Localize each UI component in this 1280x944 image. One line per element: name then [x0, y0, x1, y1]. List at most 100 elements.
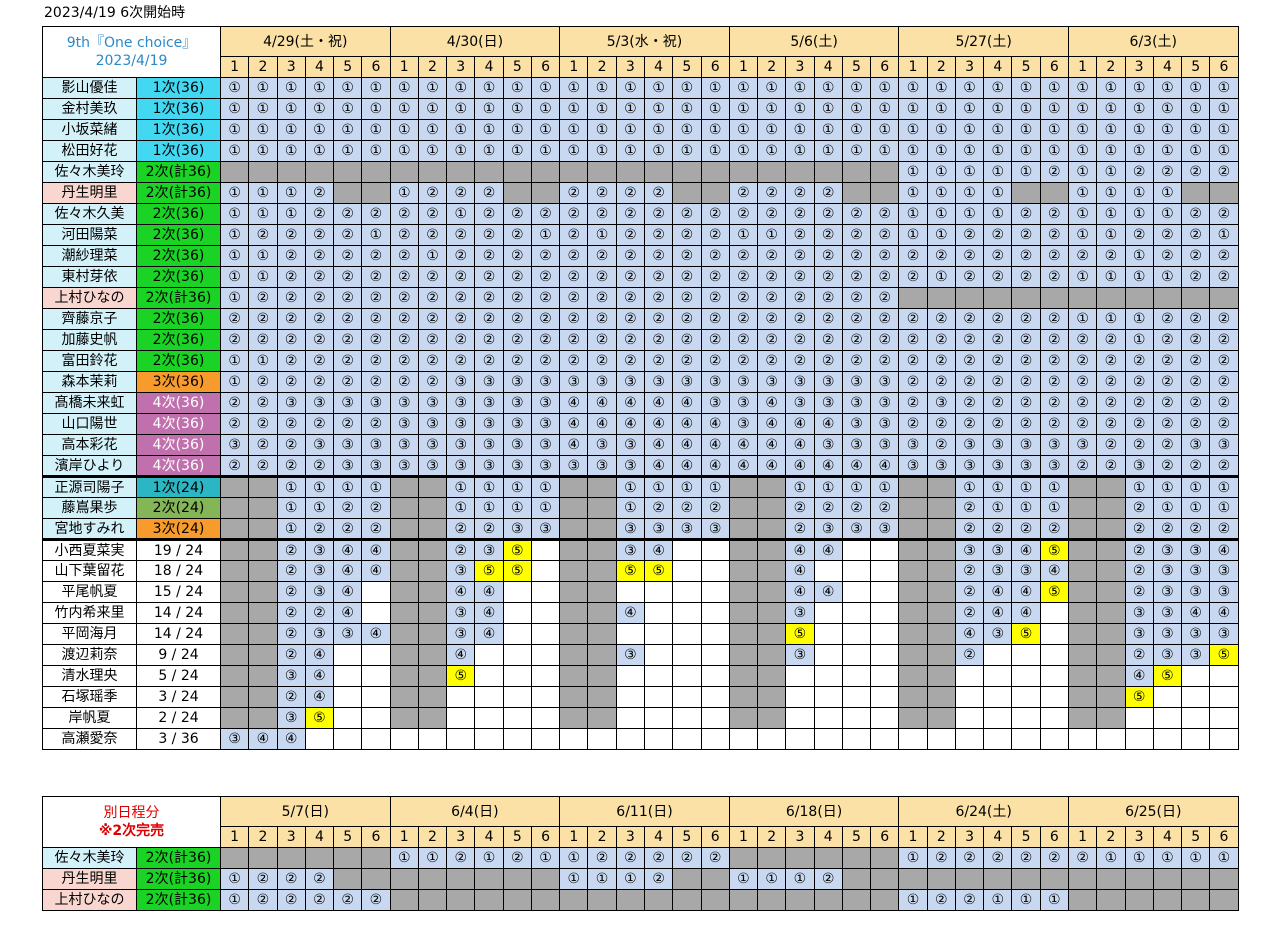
slot-cell: ② — [333, 203, 363, 225]
slot-cell — [643, 728, 674, 750]
slot-cell: ③ — [926, 392, 956, 414]
slot-number: 3 — [785, 826, 815, 848]
slot-cell: ① — [1124, 77, 1154, 99]
slot-cell: ③ — [870, 413, 900, 435]
slot-cell: ① — [841, 98, 872, 120]
slot-cell: ③ — [474, 392, 504, 414]
slot-cell — [615, 889, 645, 911]
slot-cell: ② — [841, 350, 872, 372]
slot-cell: ① — [248, 77, 278, 99]
slot-cell: ① — [474, 77, 504, 99]
slot-cell — [530, 581, 561, 603]
slot-cell: ② — [1181, 329, 1211, 351]
slot-cell: ② — [785, 182, 815, 204]
slot-cell: ② — [361, 371, 391, 393]
slot-cell — [841, 728, 872, 750]
slot-cell — [672, 581, 702, 603]
slot-cell: ④ — [559, 434, 589, 456]
slot-cell: ① — [1096, 140, 1126, 162]
slot-cell: ③ — [446, 371, 476, 393]
slot-cell — [1067, 475, 1098, 498]
slot-cell — [870, 686, 900, 708]
slot-cell — [757, 560, 787, 582]
slot-cell: ③ — [615, 538, 645, 561]
slot-number: 1 — [898, 826, 928, 848]
slot-cell: ② — [1067, 413, 1098, 435]
slot-cell — [361, 182, 391, 204]
slot-cell — [1011, 868, 1041, 890]
slot-number: 4 — [474, 56, 504, 78]
slot-cell: ② — [672, 287, 702, 309]
slot-cell: ① — [361, 77, 391, 99]
slot-cell: ④ — [785, 560, 815, 582]
slot-cell: ③ — [1181, 560, 1211, 582]
slot-cell: ① — [417, 140, 448, 162]
slot-number: 4 — [643, 826, 674, 848]
slot-cell: ② — [248, 287, 278, 309]
slot-cell — [1067, 581, 1098, 603]
slot-cell: ① — [898, 889, 928, 911]
slot-cell: ① — [248, 203, 278, 225]
slot-cell — [1067, 497, 1098, 519]
slot-cell: ① — [587, 868, 617, 890]
slot-cell: ① — [1039, 475, 1069, 498]
slot-cell: ② — [983, 329, 1013, 351]
slot-cell: ② — [672, 350, 702, 372]
slot-cell: ② — [1067, 245, 1098, 267]
slot-cell — [1039, 868, 1069, 890]
member-name: 金村美玖 — [42, 98, 137, 120]
slot-cell: ② — [361, 203, 391, 225]
member-name: 小坂菜緒 — [42, 119, 137, 141]
member-name: 丹生明里 — [42, 182, 137, 204]
slot-cell: ① — [926, 161, 956, 183]
slot-cell: ② — [841, 497, 872, 519]
slot-cell: ② — [1067, 329, 1098, 351]
slot-cell: ① — [1152, 266, 1183, 288]
date-header: 6/24(土) — [898, 796, 1069, 827]
slot-cell — [841, 623, 872, 645]
slot-cell: ② — [446, 245, 476, 267]
slot-cell: ① — [954, 140, 985, 162]
slot-cell: ② — [1039, 371, 1069, 393]
slot-cell: ③ — [530, 518, 561, 540]
slot-cell: ② — [389, 203, 419, 225]
member-row: 森本茉莉 3次(36) ① ② ② ② ② ② ② ② ③ ③ ③ ③ ③ ③ ③ ③ ③ ③ ③ ③ ③ ③ ③ ③ ② ② ② ② ② ②… — [42, 371, 1239, 393]
slot-cell — [672, 623, 702, 645]
slot-cell — [502, 581, 532, 603]
slot-cell: ② — [700, 497, 730, 519]
slot-cell: ① — [954, 161, 985, 183]
slot-cell: ② — [1209, 518, 1239, 540]
slot-cell — [728, 686, 759, 708]
slot-cell — [502, 602, 532, 624]
member-name: 佐々木美玲 — [42, 161, 137, 183]
slot-cell: ② — [276, 434, 306, 456]
slot-cell: ② — [1152, 224, 1183, 246]
slot-number: 5 — [1181, 826, 1211, 848]
slot-cell — [926, 287, 956, 309]
member-row: 濱岸ひより 4次(36) ② ② ② ② ③ ③ ③ ③ ③ ③ ③ ③ ③ ③ ③ ④ ④ ④ ④ ④ ④ ④ ④ ④ ③ ③ ③ ③ ③… — [42, 455, 1239, 477]
slot-cell — [389, 686, 419, 708]
slot-cell: ② — [672, 203, 702, 225]
member-name: 上村ひなの — [42, 287, 137, 309]
slot-cell — [785, 161, 815, 183]
slot-cell: ① — [530, 140, 561, 162]
slot-cell: ① — [1124, 98, 1154, 120]
slot-cell: ② — [304, 287, 335, 309]
slot-cell: ② — [954, 329, 985, 351]
member-name: 山口陽世 — [42, 413, 137, 435]
slot-cell — [983, 868, 1013, 890]
slot-cell: ② — [1011, 245, 1041, 267]
slot-cell — [502, 707, 532, 729]
slot-cell: ① — [1152, 475, 1183, 498]
slot-cell: ① — [870, 140, 900, 162]
slot-cell: ④ — [785, 434, 815, 456]
slot-cell: ① — [757, 119, 787, 141]
slot-cell — [898, 623, 928, 645]
slot-cell: ② — [361, 287, 391, 309]
slot-cell: ② — [389, 266, 419, 288]
slot-cell: ① — [1181, 98, 1211, 120]
slot-cell: ② — [954, 560, 985, 582]
slot-cell: ① — [672, 98, 702, 120]
slot-cell: ② — [304, 889, 335, 911]
slot-cell: ② — [1011, 413, 1041, 435]
